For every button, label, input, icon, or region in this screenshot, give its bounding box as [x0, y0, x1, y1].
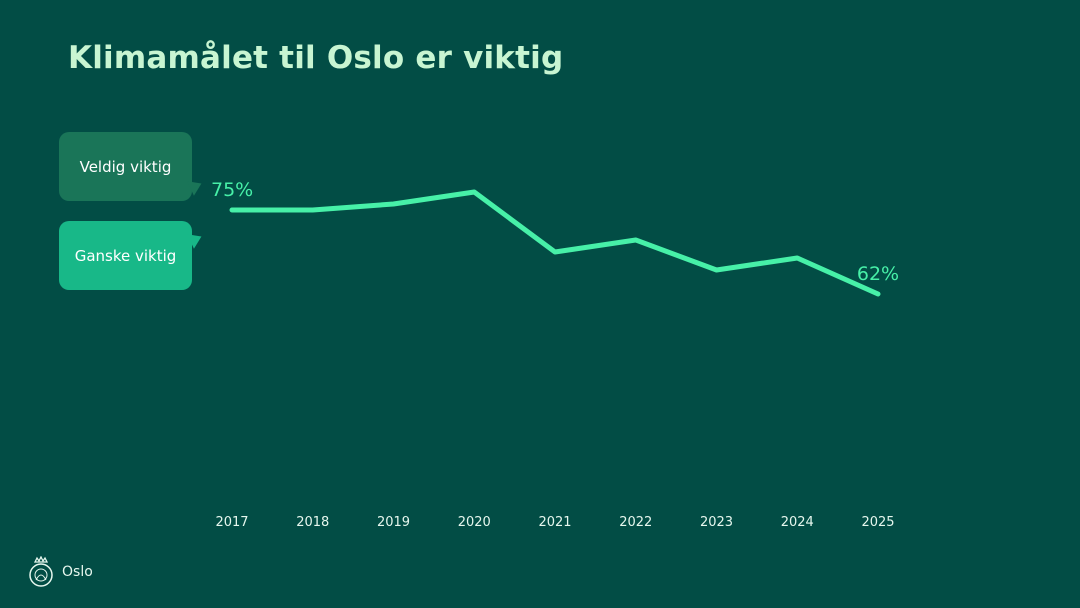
- data-label: 75%: [211, 179, 253, 201]
- x-tick-label: 2017: [215, 515, 248, 530]
- legend-veldig-label: Veldig viktig: [79, 157, 172, 176]
- footer-logo-text: Oslo: [62, 564, 93, 580]
- x-tick-label: 2024: [781, 515, 814, 530]
- legend-veldig-viktig: Veldig viktig: [59, 132, 192, 201]
- x-tick-label: 2020: [458, 515, 491, 530]
- x-tick-label: 2021: [538, 515, 571, 530]
- series-line-0: [229, 189, 881, 297]
- legend-ganske-viktig: Ganske viktig: [59, 221, 192, 290]
- x-tick-label: 2019: [377, 515, 410, 530]
- footer: Oslo: [28, 556, 93, 588]
- page-title: Klimamålet til Oslo er viktig: [68, 40, 564, 76]
- x-tick-label: 2023: [700, 515, 733, 530]
- legend-ganske-label: Ganske viktig: [74, 246, 177, 265]
- x-tick-label: 2018: [296, 515, 329, 530]
- x-tick-label: 2025: [861, 515, 894, 530]
- data-label: 62%: [857, 263, 899, 285]
- oslo-seal-icon: [29, 556, 53, 587]
- x-tick-label: 2022: [619, 515, 652, 530]
